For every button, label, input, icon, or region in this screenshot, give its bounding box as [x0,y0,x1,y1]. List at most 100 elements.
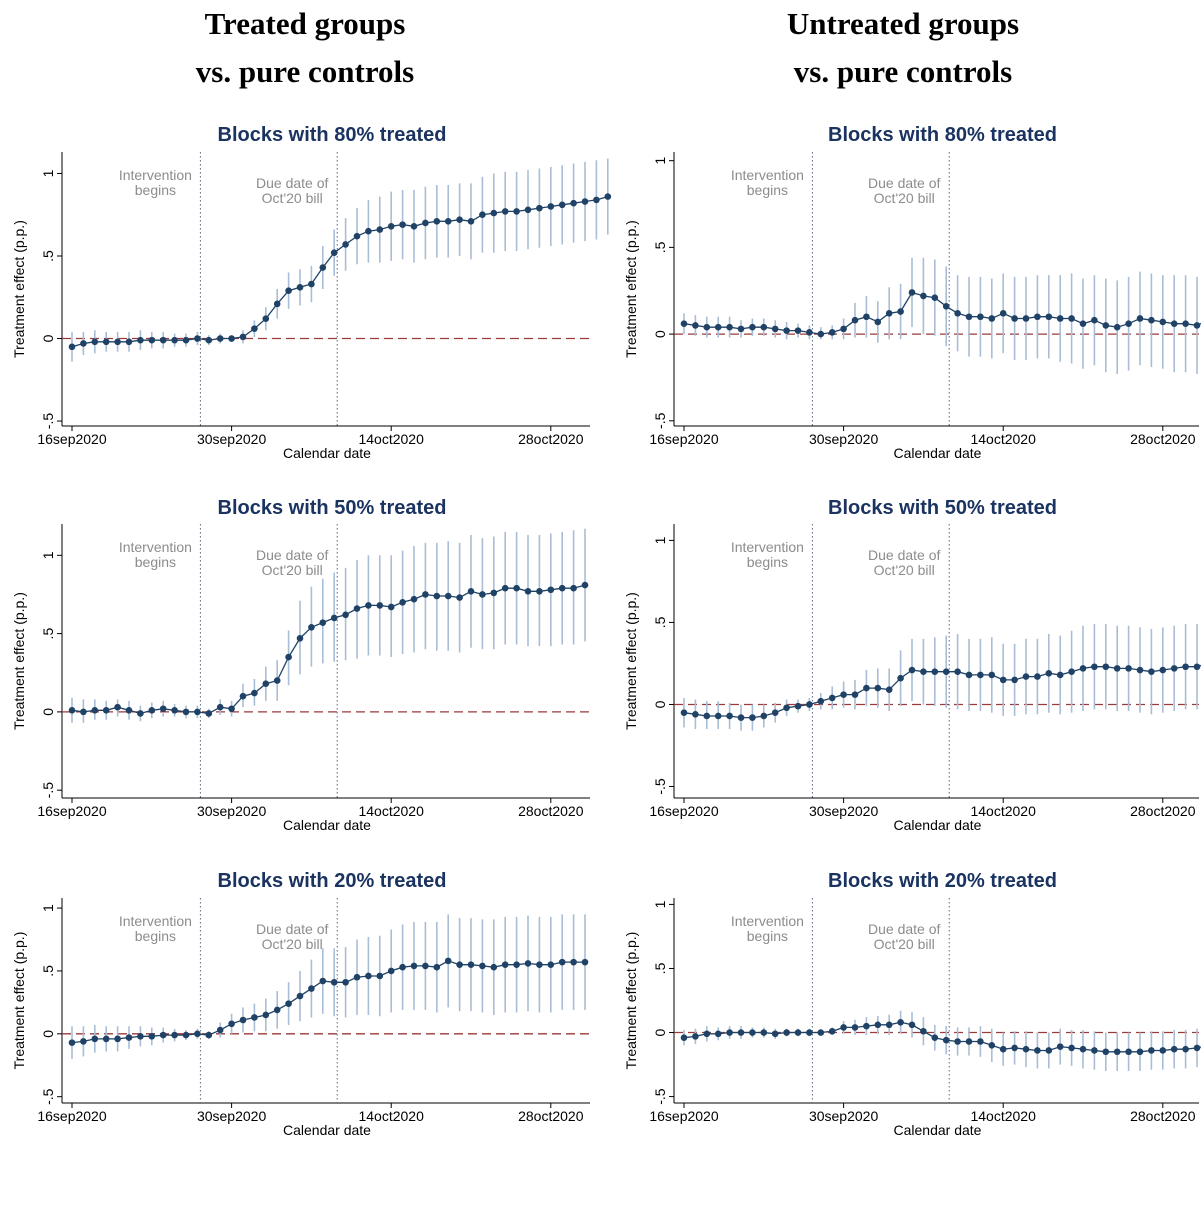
data-point [91,338,99,346]
data-point [251,1014,258,1021]
data-point [828,694,836,702]
data-point [851,1024,859,1031]
event-annotation: begins [747,928,788,944]
data-point [714,1030,722,1038]
data-point [125,338,133,346]
panel-title: Blocks with 50% treated [218,497,447,519]
data-point [444,957,452,965]
data-point [422,219,429,227]
data-point [1193,663,1201,671]
data-point [262,680,270,688]
y-tick-label: .5 [40,628,56,640]
x-tick-label: 28oct2020 [1130,431,1196,447]
x-tick-label: 30sep2020 [809,803,879,819]
event-annotation: Oct'20 bill [262,190,323,206]
data-point [558,201,566,209]
data-point [1113,323,1121,331]
data-point [749,714,756,721]
event-annotation: begins [135,928,176,944]
data-point [1091,663,1098,671]
data-point [794,1029,802,1036]
data-point [102,707,110,714]
data-point [828,329,836,336]
data-point [1148,316,1155,324]
x-axis-label: Calendar date [283,1122,371,1138]
data-point [273,677,281,684]
data-point [91,1035,99,1043]
x-tick-label: 30sep2020 [197,431,267,447]
y-tick-label: 0 [652,1028,668,1036]
data-point [444,592,452,600]
data-point [536,588,543,595]
data-point [319,619,327,626]
data-point [851,316,859,324]
chart-panel-5: Blocks with 20% treated -.5 0 .5 1 16sep2020 3… [11,870,590,1138]
x-axis-label: Calendar date [894,445,982,461]
y-tick-label: .5 [40,965,56,977]
data-point [1045,670,1053,677]
data-point [273,1006,281,1014]
data-point [148,707,156,714]
data-point [376,972,384,980]
data-point [490,963,498,971]
data-point [114,703,121,711]
data-point [399,598,406,606]
data-point [771,1030,779,1038]
data-point [581,958,589,966]
data-point [885,309,893,317]
data-point [703,712,711,720]
data-point [942,303,950,310]
data-point [365,972,372,980]
data-point [308,985,315,992]
x-axis-label: Calendar date [283,445,371,461]
x-tick-label: 28oct2020 [518,431,584,447]
data-point [726,712,733,720]
event-annotation: Oct'20 bill [262,936,323,952]
y-axis-label: Treatment effect (p.p.) [11,220,27,358]
data-point [794,702,802,710]
column-title-treated: Treated groups vs. pure controls [5,0,605,96]
data-point [353,973,361,981]
data-point [1170,320,1178,327]
data-point [1011,676,1018,684]
data-point [737,325,745,333]
data-point [1102,663,1110,671]
data-point [376,226,384,233]
data-point [524,588,532,595]
data-point [897,1018,904,1026]
data-point [501,208,509,215]
x-tick-label: 30sep2020 [809,431,879,447]
data-point [490,209,498,217]
data-point [1022,1045,1030,1053]
series-line [683,1021,1201,1053]
data-point [999,309,1007,317]
data-point [194,1030,201,1038]
y-axis-label: Treatment effect (p.p.) [11,592,27,730]
data-point [125,707,133,714]
data-point [194,708,201,716]
data-point [285,287,292,294]
data-point [1148,1047,1155,1054]
data-point [897,308,904,315]
data-point [80,1038,87,1045]
data-point [908,666,916,674]
event-annotation: begins [135,182,176,198]
data-point [365,227,372,235]
data-point [296,634,304,642]
x-tick-label: 16sep2020 [649,431,719,447]
data-point [547,961,555,968]
data-point [851,691,859,698]
data-point [1091,1047,1098,1054]
data-point [988,315,996,322]
data-point [840,325,847,333]
x-tick-label: 16sep2020 [37,803,107,819]
data-point [1113,1048,1121,1056]
data-point [387,967,395,975]
data-point [817,697,825,705]
y-tick-label: -.5 [40,782,56,799]
data-point [874,684,882,692]
data-point [102,338,110,346]
data-point [863,313,870,321]
chart-panel-4: Blocks with 50% treated -.5 0 .5 1 16sep2020 3… [623,497,1201,833]
data-point [954,1038,961,1045]
